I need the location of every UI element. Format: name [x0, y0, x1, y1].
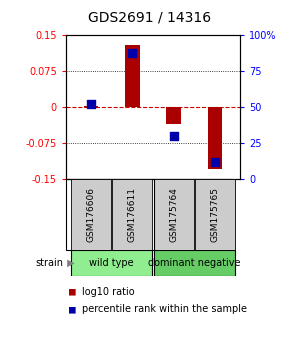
Bar [84, 105, 98, 107]
Text: GSM176611: GSM176611 [128, 187, 137, 242]
Bar [71, 179, 111, 250]
Bar [112, 179, 152, 250]
Bar [195, 179, 235, 250]
Text: wild type: wild type [89, 258, 134, 268]
Text: log10 ratio: log10 ratio [82, 287, 135, 297]
Text: dominant negative: dominant negative [148, 258, 241, 268]
Bar [125, 45, 140, 107]
Point [130, 50, 135, 56]
Text: GSM176606: GSM176606 [86, 187, 95, 242]
Bar [208, 107, 222, 169]
Text: percentile rank within the sample: percentile rank within the sample [82, 304, 247, 314]
Point [171, 133, 176, 139]
Text: ■: ■ [69, 304, 76, 314]
Bar [154, 179, 194, 250]
Bar [167, 107, 181, 124]
Text: ■: ■ [69, 287, 76, 297]
Text: ▶: ▶ [64, 258, 75, 268]
Text: GDS2691 / 14316: GDS2691 / 14316 [88, 11, 212, 25]
Text: strain: strain [35, 258, 63, 268]
Bar [154, 250, 235, 276]
Point [213, 159, 218, 164]
Point [88, 101, 93, 107]
Text: GSM175764: GSM175764 [169, 187, 178, 242]
Bar [71, 250, 152, 276]
Text: GSM175765: GSM175765 [211, 187, 220, 242]
